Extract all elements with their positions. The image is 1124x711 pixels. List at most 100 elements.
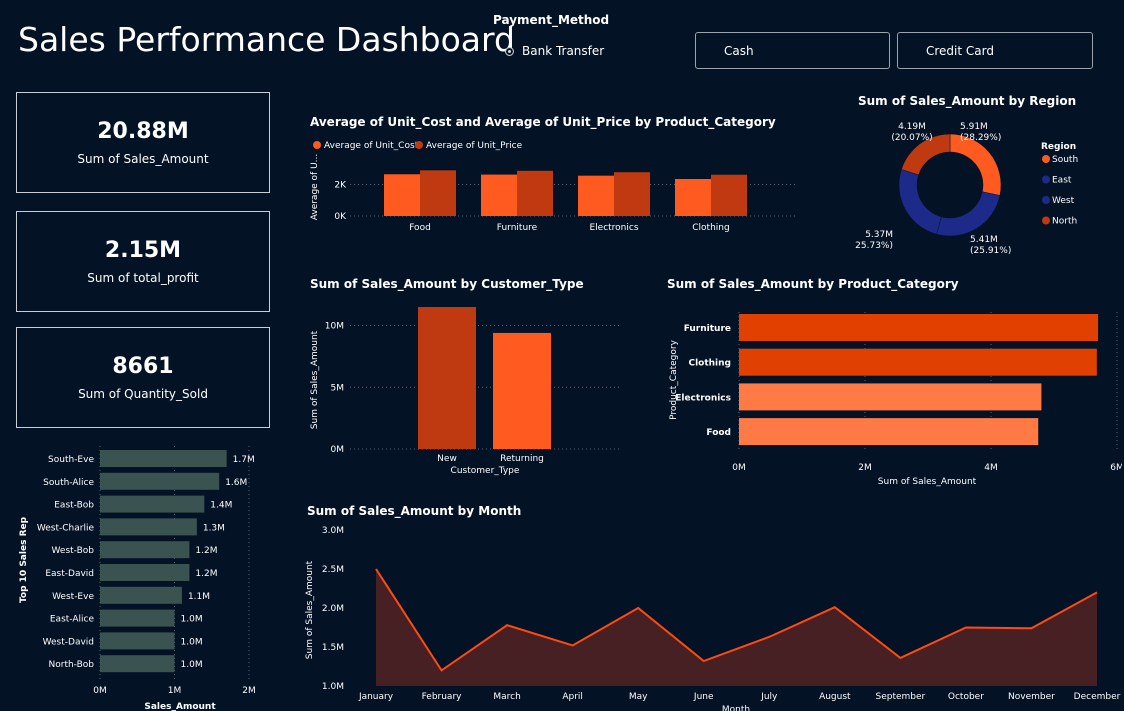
slicer-button-credit-card[interactable]: Credit Card — [897, 32, 1093, 69]
slice-pct-label: (20.07%) — [891, 133, 932, 143]
series-line — [375, 568, 1098, 672]
chart-top-sales-rep: 0M 1M 2M Top 10 Sales Rep Sales_Amount South-… — [19, 446, 256, 711]
x-tick-label: Electronics — [589, 223, 638, 233]
bar — [100, 564, 190, 581]
x-tick-label: 2M — [242, 686, 256, 696]
radio-label: Bank Transfer — [522, 44, 605, 58]
bar — [420, 170, 456, 216]
bar — [100, 609, 175, 627]
legend-label: Average of Unit_Price — [426, 141, 523, 151]
bar — [100, 655, 175, 673]
kpi-card-total-profit: 2.15M Sum of total_profit — [16, 211, 270, 312]
bar — [711, 174, 747, 216]
data-label: 1.0M — [181, 660, 203, 670]
y-tick-label: 2K — [334, 181, 347, 191]
data-label: 1.3M — [203, 523, 225, 533]
y-tick-label: Food — [706, 428, 731, 438]
x-tick-label: August — [819, 692, 851, 702]
x-tick-label: July — [760, 692, 778, 702]
x-tick-label: Furniture — [497, 223, 538, 233]
x-axis-title: Customer_Type — [451, 466, 520, 476]
data-label: 1.0M — [181, 615, 203, 625]
data-label: 1.6M — [225, 478, 247, 488]
y-tick-label: 1.5M — [322, 643, 344, 653]
y-tick-label: West-Eve — [52, 592, 94, 602]
data-label: 1.7M — [233, 455, 255, 465]
kpi-label: Sum of Quantity_Sold — [78, 387, 208, 401]
y-tick-label: South-Eve — [48, 455, 94, 465]
x-tick-label: Returning — [500, 454, 544, 464]
chart-title-region: Sum of Sales_Amount by Region — [858, 94, 1077, 108]
chart-title-product-category: Sum of Sales_Amount by Product_Category — [667, 277, 959, 291]
x-tick-label: October — [948, 692, 984, 702]
slice-value-label: 5.91M — [960, 122, 988, 132]
bar — [100, 518, 197, 536]
legend-label: South — [1052, 155, 1078, 165]
slicer-button-cash[interactable]: Cash — [695, 32, 890, 69]
y-tick-label: Clothing — [688, 359, 731, 369]
y-tick-label: East-Bob — [54, 501, 94, 511]
x-axis-title: Month — [722, 705, 750, 711]
legend-label: North — [1052, 217, 1077, 227]
legend-marker — [1042, 175, 1050, 184]
radio-option-bank-transfer[interactable]: Bank Transfer — [505, 44, 604, 58]
y-tick-label: East-Alice — [50, 615, 95, 625]
y-tick-label: 2.5M — [322, 565, 344, 575]
legend-label: West — [1052, 196, 1075, 206]
y-tick-label: West-Bob — [52, 546, 95, 556]
bar — [481, 174, 517, 216]
bar — [100, 472, 220, 490]
x-tick-label: September — [875, 692, 925, 702]
x-tick-label: June — [693, 692, 714, 702]
slice-value-label: 5.41M — [970, 235, 998, 245]
data-label: 1.1M — [188, 592, 210, 602]
bar — [517, 170, 553, 216]
y-axis-title: Product_Category — [669, 339, 679, 419]
legend-marker — [1042, 155, 1050, 163]
bar — [739, 418, 1039, 446]
y-tick-label: Electronics — [675, 393, 731, 403]
bar — [100, 586, 182, 604]
x-tick-label: Clothing — [692, 223, 729, 233]
chart-title-month: Sum of Sales_Amount by Month — [307, 504, 522, 518]
kpi-card-sales-amount: 20.88M Sum of Sales_Amount — [16, 92, 270, 193]
legend-marker — [1042, 196, 1050, 204]
bar — [675, 178, 711, 216]
y-tick-label: North-Bob — [49, 660, 95, 670]
bar — [384, 174, 420, 216]
x-tick-label: 1M — [168, 686, 182, 696]
x-tick-label: Food — [409, 223, 431, 233]
y-tick-label: 1.0M — [322, 682, 344, 692]
radio-icon[interactable] — [505, 46, 514, 56]
slicer-title: Payment_Method — [493, 13, 610, 27]
x-axis-title: Sum of Sales_Amount — [878, 477, 977, 487]
area-fill — [376, 569, 1097, 686]
slice-pct-label: (25.73%) — [855, 241, 893, 251]
y-tick-label: West-Charlie — [37, 523, 95, 533]
legend-label: East — [1052, 176, 1072, 186]
kpi-value: 2.15M — [104, 238, 182, 263]
y-tick-label: 0K — [334, 212, 347, 222]
x-tick-label: December — [1074, 692, 1121, 702]
bar — [578, 175, 614, 216]
legend-marker — [1042, 216, 1050, 225]
chart-unit-cost-price: Average of Unit_Cost Average of Unit_Pric… — [310, 141, 795, 233]
x-tick-label: March — [493, 692, 520, 702]
chart-month-area: 1.0M 1.5M 2.0M 2.5M 3.0M Sum of Sales_Amount J… — [305, 526, 1121, 711]
chart-product-category: 0M 2M 4M 6M Product_Category Sum of Sales_Amo… — [669, 312, 1122, 487]
data-label: 1.0M — [181, 637, 203, 647]
chart-region-donut: 5.91M(28.29%) 5.41M(25.91%) 5.37M(25.73%) 4… — [855, 122, 1078, 256]
bar — [100, 450, 227, 467]
data-label: 1.4M — [210, 501, 232, 511]
x-tick-label: 4M — [984, 463, 998, 473]
chart-customer-type: 0M 5M 10M Sum of Sales_Amount New Returning Cu… — [310, 307, 620, 476]
y-tick-label: South-Alice — [43, 478, 94, 488]
y-tick-label: 0M — [331, 445, 345, 455]
y-tick-label: 3.0M — [322, 526, 344, 536]
bar — [493, 332, 551, 449]
kpi-label: Sum of Sales_Amount — [77, 152, 209, 166]
x-tick-label: November — [1008, 692, 1055, 702]
chart-title-customer-type: Sum of Sales_Amount by Customer_Type — [310, 277, 584, 291]
x-tick-label: New — [437, 454, 457, 464]
data-label: 1.2M — [195, 569, 217, 579]
